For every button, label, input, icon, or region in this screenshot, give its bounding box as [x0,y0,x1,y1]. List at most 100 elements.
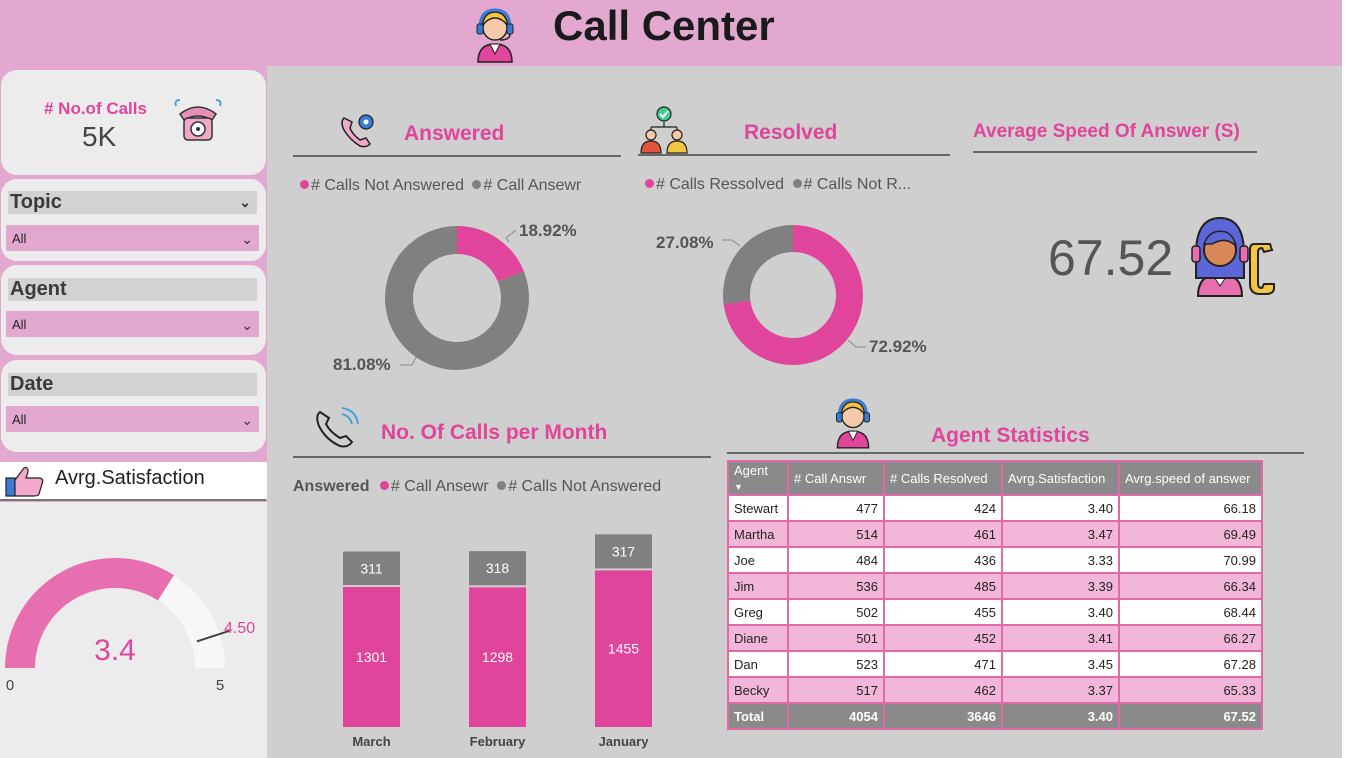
month-tick-label: March [352,734,390,749]
chevron-down-icon[interactable]: ⌄ [241,231,253,247]
agent-headset-icon [835,398,871,449]
column-header[interactable]: # Call Answr [787,460,885,496]
table-row[interactable]: Greg 502 455 3.40 68.44 [727,598,1263,626]
table-cell: 3.45 [1001,650,1120,678]
legend-item[interactable]: # Call Ansewr [390,478,489,495]
speed-value: 67.52 [1048,230,1174,286]
table-cell: 66.27 [1118,624,1263,652]
table-cell: Greg [727,598,789,626]
table-cell: 424 [883,494,1003,522]
bar-value-label: 1455 [608,641,639,657]
satisfaction-title: Avrg.Satisfaction [55,467,205,489]
bar-value-label: 1298 [482,649,513,665]
legend-dot [792,179,802,188]
monthly-divider [293,456,711,458]
table-cell: 523 [787,650,885,678]
table-cell: Becky [727,676,789,704]
chevron-down-icon[interactable]: ⌄ [241,317,253,333]
column-header[interactable]: Agent ▼ [727,460,789,496]
gauge-target-label: 4.50 [224,620,255,637]
bar-value-label: 1301 [356,649,387,665]
not-answered-pct-label: 81.08% [333,355,391,374]
column-header[interactable]: # Calls Resolved [883,460,1003,496]
bar-answered[interactable] [595,570,652,727]
legend-item[interactable]: # Call Ansewr [483,177,582,194]
bar-not-answered[interactable] [343,551,400,585]
table-cell: Diane [727,624,789,652]
speed-divider [973,151,1257,153]
legend-dot [472,180,482,189]
table-total-row: Total 4054 3646 3.40 67.52 [727,702,1263,730]
table-cell: Joe [727,546,789,574]
table-row[interactable]: Diane 501 452 3.41 66.27 [727,624,1263,652]
bar-answered[interactable] [469,587,526,727]
table-row[interactable]: Joe 484 436 3.33 70.99 [727,546,1263,574]
legend-item[interactable]: # Calls Not R... [803,176,912,193]
gauge-value: 3.4 [94,634,136,667]
speed-title: Average Speed Of Answer (S) [973,121,1240,142]
column-header[interactable]: Avrg.speed of answer [1118,460,1263,496]
sort-desc-icon[interactable]: ▼ [734,482,743,492]
legend-item[interactable]: # Calls Ressolved [656,176,785,193]
table-total-cell: Total [727,702,789,730]
topic-slicer-header[interactable]: Topic ⌄ [8,191,257,214]
agent-slicer-header[interactable]: Agent [8,278,257,301]
resolved-pct-label: 72.92% [869,337,927,356]
table-cell: Jim [727,572,789,600]
agent-dropdown[interactable]: All ⌄ [6,311,259,337]
bar-not-answered[interactable] [469,551,526,586]
table-row[interactable]: Becky 517 462 3.37 65.33 [727,676,1263,704]
column-header[interactable]: Avrg.Satisfaction [1001,460,1120,496]
date-slicer-header[interactable]: Date [8,373,257,396]
calls-value: 5K [82,121,117,152]
resolved-legend: # Calls Ressolved # Calls Not R... [645,176,911,194]
agent-headset-icon [476,8,514,63]
legend-item[interactable]: # Calls Not Answered [311,177,464,194]
table-row[interactable]: Jim 536 485 3.39 66.34 [727,572,1263,600]
team-check-icon [640,106,688,154]
donut-slice[interactable] [457,226,524,282]
bar-answered[interactable] [343,587,400,727]
monthly-legend: Answered # Call Ansewr # Calls Not Answe… [293,478,661,496]
answered-title: Answered [404,122,505,145]
legend-item[interactable]: # Calls Not Answered [508,478,662,495]
thumbs-up-icon [5,466,44,497]
topic-dropdown[interactable]: All ⌄ [6,225,259,251]
agent-stats-title: Agent Statistics [931,424,1090,447]
table-cell: 68.44 [1118,598,1263,626]
donut-slice[interactable] [385,226,529,370]
table-cell: 3.33 [1001,546,1120,574]
bar-value-label: 311 [360,560,383,576]
agent-stats-divider [727,452,1304,454]
answered-legend: # Calls Not Answered # Call Ansewr [300,177,581,195]
donut-slice[interactable] [723,225,793,305]
satisfaction-divider [0,499,266,501]
donut-slice[interactable] [723,225,863,365]
table-row[interactable]: Martha 514 461 3.47 69.49 [727,520,1263,548]
legend-dot [497,481,507,490]
legend-dot [379,481,389,490]
table-cell: 65.33 [1118,676,1263,704]
table-cell: 3.41 [1001,624,1120,652]
table-total-cell: 3646 [883,702,1003,730]
table-cell: 69.49 [1118,520,1263,548]
table-cell: 477 [787,494,885,522]
table-cell: 461 [883,520,1003,548]
answered-pct-label: 18.92% [519,221,577,240]
chevron-down-icon[interactable]: ⌄ [239,194,251,210]
bar-not-answered[interactable] [595,534,652,569]
page-title: Call Center [553,2,775,49]
header-bar [0,0,1342,66]
table-row[interactable]: Dan 523 471 3.45 67.28 [727,650,1263,678]
table-total-cell: 4054 [787,702,885,730]
table-cell: 66.34 [1118,572,1263,600]
answered-divider [293,155,621,157]
table-cell: 501 [787,624,885,652]
legend-dot [300,180,309,189]
gauge-fill [5,558,174,668]
table-row[interactable]: Stewart 477 424 3.40 66.18 [727,494,1263,522]
chevron-down-icon[interactable]: ⌄ [241,412,253,428]
date-dropdown[interactable]: All ⌄ [6,406,259,432]
calls-card [1,70,266,175]
agent-slicer-label: Agent [10,278,67,300]
